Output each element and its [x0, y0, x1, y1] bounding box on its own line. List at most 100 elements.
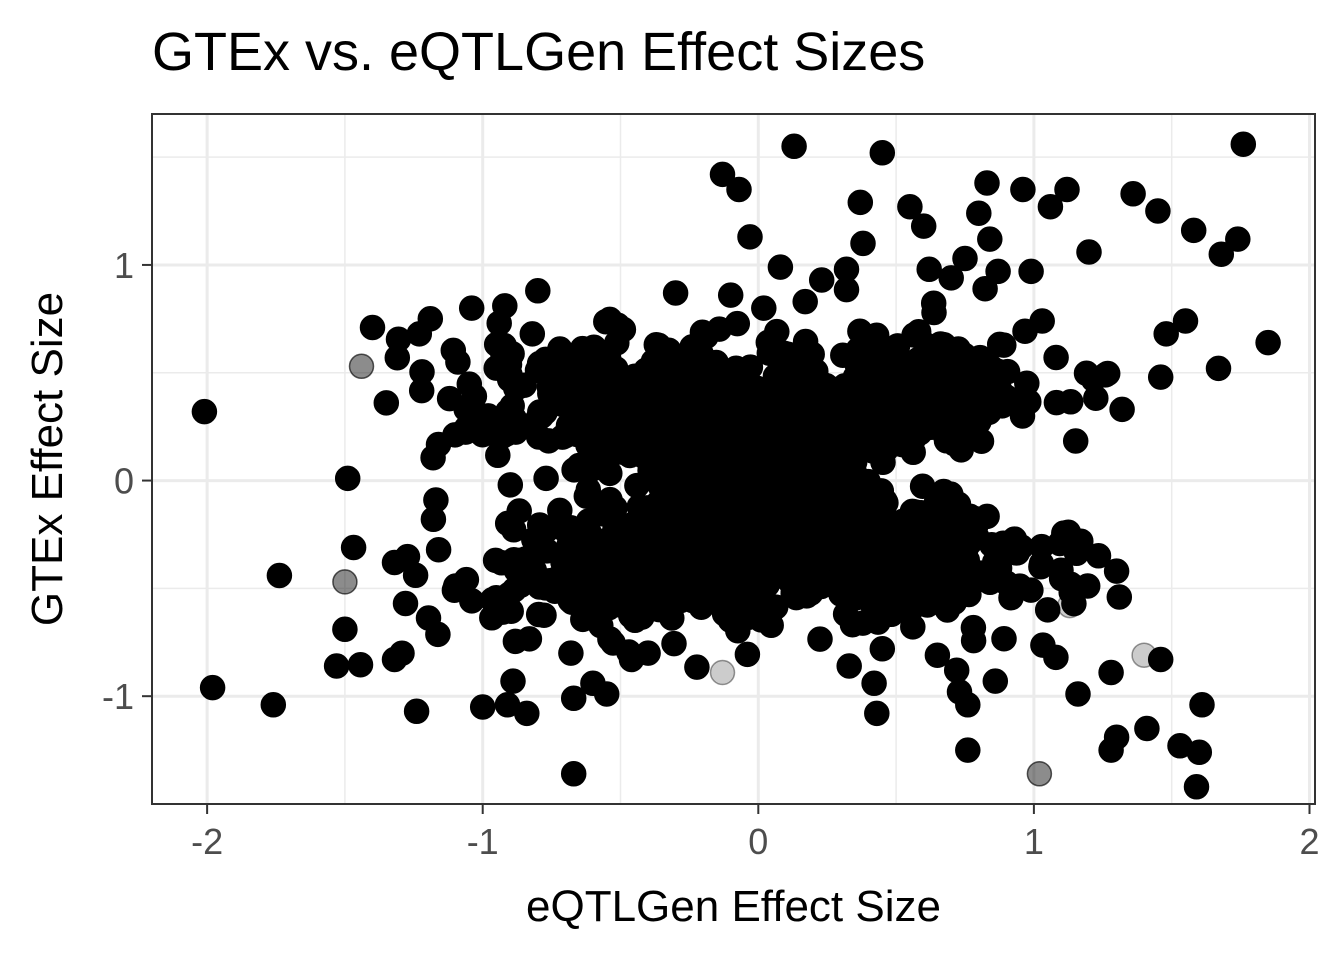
data-point: [737, 354, 764, 380]
data-point: [1147, 646, 1174, 673]
data-point: [570, 606, 596, 633]
data-point: [900, 614, 926, 640]
data-point: [956, 581, 982, 608]
data-point: [955, 692, 981, 718]
data-point: [483, 422, 510, 449]
y-axis-title: GTEx Effect Size: [23, 292, 72, 626]
data-point: [453, 396, 479, 423]
data-point: [903, 573, 929, 600]
data-point: [547, 336, 573, 362]
x-axis-title: eQTLGen Effect Size: [526, 882, 941, 931]
data-point: [384, 344, 411, 371]
data-point: [647, 543, 673, 570]
data-point: [618, 602, 644, 629]
data-point: [830, 342, 856, 368]
data-point: [1180, 217, 1207, 244]
data-point: [917, 414, 944, 441]
x-tick-label: -2: [191, 821, 223, 862]
data-point: [724, 310, 751, 337]
data-point: [1061, 590, 1087, 617]
data-point: [1018, 258, 1044, 285]
data-point: [1062, 428, 1089, 454]
data-point: [938, 565, 965, 592]
data-point: [684, 654, 710, 680]
data-point: [1208, 241, 1235, 267]
data-point: [597, 486, 623, 513]
data-point: [901, 523, 928, 549]
data-point: [936, 536, 963, 563]
data-point: [334, 465, 361, 492]
data-point: [1092, 362, 1119, 388]
y-tick-label: 0: [114, 461, 134, 502]
data-point: [1186, 739, 1213, 766]
data-point: [260, 692, 287, 718]
data-point: [458, 295, 485, 321]
data-point: [799, 442, 825, 468]
x-tick-label: 1: [1024, 821, 1044, 862]
data-point: [734, 641, 761, 668]
data-point: [625, 530, 651, 556]
data-point: [332, 569, 358, 595]
data-point: [966, 200, 992, 226]
data-point: [598, 548, 625, 575]
data-point: [843, 501, 869, 528]
data-point: [593, 681, 620, 707]
data-point: [560, 761, 587, 787]
data-point: [660, 380, 686, 407]
data-point: [787, 490, 814, 516]
data-point: [403, 698, 430, 725]
data-point: [425, 431, 452, 458]
data-point: [1134, 715, 1160, 742]
data-point: [914, 334, 940, 361]
data-point: [528, 403, 555, 429]
data-point: [1029, 308, 1055, 334]
data-point: [1034, 597, 1061, 623]
data-point: [985, 258, 1011, 285]
data-point: [537, 380, 563, 407]
data-point: [760, 417, 786, 444]
data-point: [635, 640, 661, 666]
data-point: [1054, 176, 1080, 203]
data-point: [1037, 193, 1064, 220]
data-point: [960, 627, 987, 654]
data-point: [737, 224, 763, 250]
data-point: [923, 489, 950, 515]
data-point: [492, 293, 518, 319]
data-point: [525, 601, 552, 628]
data-point: [359, 314, 386, 341]
data-point: [1043, 344, 1069, 371]
data-point: [619, 399, 646, 425]
data-point: [982, 668, 1009, 694]
data-point: [1028, 553, 1054, 580]
x-tick-label: 0: [748, 821, 768, 862]
data-point: [500, 668, 526, 694]
data-point: [627, 370, 653, 396]
data-point: [869, 140, 896, 166]
data-point: [869, 636, 896, 662]
data-point: [323, 653, 350, 679]
data-point: [1145, 198, 1171, 224]
data-point: [739, 413, 765, 440]
data-point: [743, 375, 770, 401]
data-point: [415, 605, 442, 631]
data-point: [575, 508, 602, 534]
x-tick-label: 2: [1299, 821, 1319, 862]
data-point: [662, 280, 689, 306]
data-point: [952, 245, 978, 272]
data-point: [817, 499, 844, 525]
data-point: [882, 510, 909, 537]
data-point: [911, 374, 937, 401]
data-point: [381, 549, 408, 576]
data-point: [727, 555, 754, 582]
data-point: [373, 390, 400, 416]
data-point: [994, 358, 1021, 385]
data-point: [709, 161, 736, 188]
data-point: [688, 367, 715, 393]
data-point: [664, 580, 691, 607]
data-point: [490, 342, 516, 369]
data-point: [688, 341, 715, 367]
data-point: [798, 580, 824, 606]
data-point: [671, 476, 697, 503]
data-point: [1109, 396, 1135, 423]
